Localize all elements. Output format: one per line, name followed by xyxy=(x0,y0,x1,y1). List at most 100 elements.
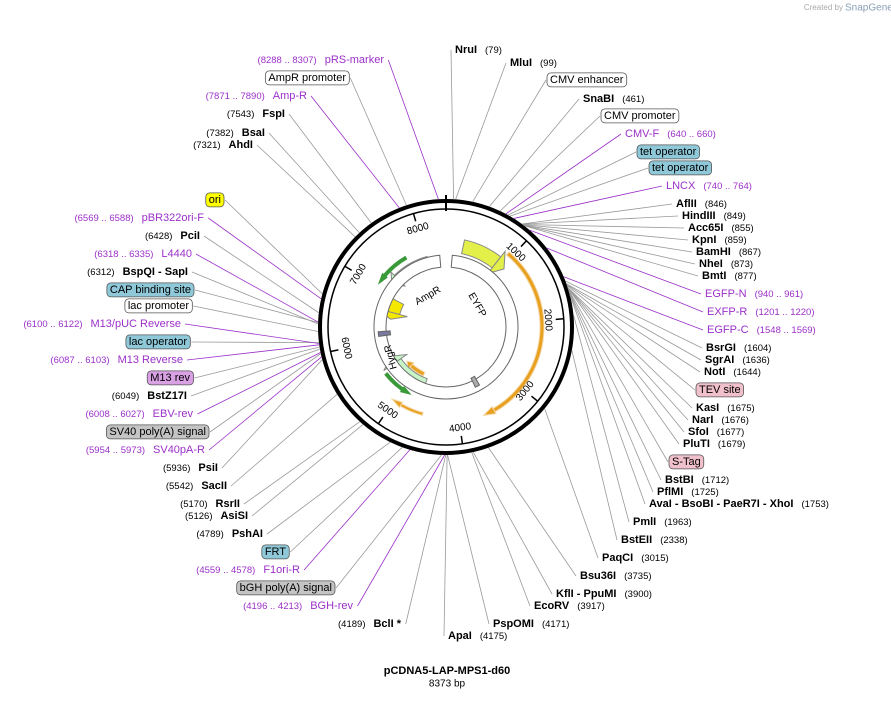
connector xyxy=(194,346,320,379)
label-name: pBR322ori-F xyxy=(142,212,205,224)
label-name: EBV-rev xyxy=(153,408,194,420)
map-label: (4789) PshAI xyxy=(196,528,263,540)
label-name: SnaBI xyxy=(583,93,614,105)
connector xyxy=(208,217,322,300)
feature-box xyxy=(125,334,191,350)
label-name: TEV site xyxy=(699,384,741,396)
map-label: SfoI (1677) xyxy=(688,426,744,438)
label-site: (4559 .. 4578) xyxy=(196,565,255,576)
map-label: lac promoter xyxy=(128,300,189,312)
connector xyxy=(193,305,319,332)
label-name: PluTI xyxy=(683,438,710,450)
map-label: tet operator xyxy=(652,162,709,174)
label-site: (855) xyxy=(731,223,753,234)
label-name: Acc65I xyxy=(688,222,723,234)
map-label: NheI (873) xyxy=(699,258,753,270)
label-name: BstEII xyxy=(621,534,652,546)
label-site: (6087 .. 6103) xyxy=(50,355,109,366)
label-name: NruI xyxy=(455,44,477,56)
map-label: (6428) PciI xyxy=(145,230,200,242)
label-name: FRT xyxy=(265,546,286,558)
connector xyxy=(529,229,702,295)
connector xyxy=(523,224,693,253)
label-name: BsrGI xyxy=(706,342,736,354)
label-name: EGFP-C xyxy=(707,324,749,336)
connector xyxy=(488,447,577,577)
label-site: (4189) xyxy=(338,619,365,630)
label-site: (877) xyxy=(734,271,756,282)
label-name: Amp-R xyxy=(273,90,307,102)
connector xyxy=(567,287,693,409)
label-site: (6049) xyxy=(112,391,139,402)
label-site: (740 .. 764) xyxy=(703,181,752,192)
connector xyxy=(190,348,321,397)
connector xyxy=(546,247,704,313)
map-label: CMV promoter xyxy=(604,110,676,122)
map-label: (4196 .. 4213) BGH-rev xyxy=(243,600,353,612)
connector xyxy=(524,225,699,277)
label-name: PciI xyxy=(180,230,200,242)
connector xyxy=(573,314,630,523)
label-site: (8288 .. 8307) xyxy=(258,55,317,66)
map-label: AvaI - BsoBI - PaeR7I - XhoI (1753) xyxy=(649,498,829,510)
label-name: SacII xyxy=(201,480,227,492)
feature-arrow xyxy=(482,405,497,417)
connector xyxy=(566,283,702,361)
connector-lines xyxy=(184,49,704,637)
label-site: (640 .. 660) xyxy=(667,129,716,140)
label-name: ori xyxy=(209,194,221,206)
ruler-label: 3000 xyxy=(514,379,537,404)
label-site: (5126) xyxy=(185,511,212,522)
feature-box xyxy=(636,144,700,160)
connector xyxy=(522,215,679,225)
label-site: (2338) xyxy=(660,535,687,546)
map-label: (6100 .. 6122) M13/pUC Reverse xyxy=(23,318,181,330)
connector xyxy=(195,253,319,323)
label-site: (4175) xyxy=(480,631,507,642)
ruler-tick xyxy=(330,349,339,353)
feature-box xyxy=(695,382,744,398)
map-label: S-Tag xyxy=(672,456,701,468)
label-site: (6318 .. 6335) xyxy=(94,249,153,260)
label-name: KpnI xyxy=(692,234,716,246)
connector xyxy=(256,144,356,238)
label-name: BstBI xyxy=(665,474,694,486)
connector xyxy=(455,62,507,200)
label-name: SV40 poly(A) signal xyxy=(109,426,206,438)
feature-box xyxy=(236,580,336,596)
label-site: (4789) xyxy=(196,529,223,540)
label-name: CAP binding site xyxy=(110,284,191,296)
feature-arrow xyxy=(399,385,412,395)
label-name: PsiI xyxy=(198,462,218,474)
ruler-tick xyxy=(460,435,464,444)
brand: SnapGene xyxy=(845,3,891,14)
connector xyxy=(447,454,490,625)
ruler-label: 2000 xyxy=(541,308,554,331)
label-name: BclI * xyxy=(373,618,401,630)
feature-arrow xyxy=(486,249,506,275)
label-site: (1644) xyxy=(733,367,760,378)
map-label: SV40 poly(A) signal xyxy=(109,426,206,438)
label-name: tet operator xyxy=(640,146,697,158)
label-name: CMV-F xyxy=(625,128,660,140)
connector xyxy=(563,276,704,331)
label-name: AsiSI xyxy=(220,510,248,522)
connector xyxy=(191,271,319,325)
connector xyxy=(197,352,321,415)
map-label: NarI (1676) xyxy=(692,414,749,426)
plasmid-length: 8373 bp xyxy=(429,679,466,690)
feature-arc xyxy=(373,254,519,400)
connector xyxy=(208,356,322,451)
label-name: EcoRV xyxy=(534,600,570,612)
feature-name: AmpR xyxy=(413,284,443,307)
label-site: (6569 .. 6588) xyxy=(74,213,133,224)
label-site: (4171) xyxy=(542,619,569,630)
map-label: NruI (79) xyxy=(455,44,502,56)
ruler-label: 4000 xyxy=(448,421,472,435)
map-label: (7543) FspI xyxy=(227,108,285,120)
label-name: HindIII xyxy=(682,210,716,222)
label-site: (3735) xyxy=(624,571,651,582)
label-name: AhdI xyxy=(229,139,253,151)
label-site: (1604) xyxy=(744,343,771,354)
connector xyxy=(310,95,400,209)
